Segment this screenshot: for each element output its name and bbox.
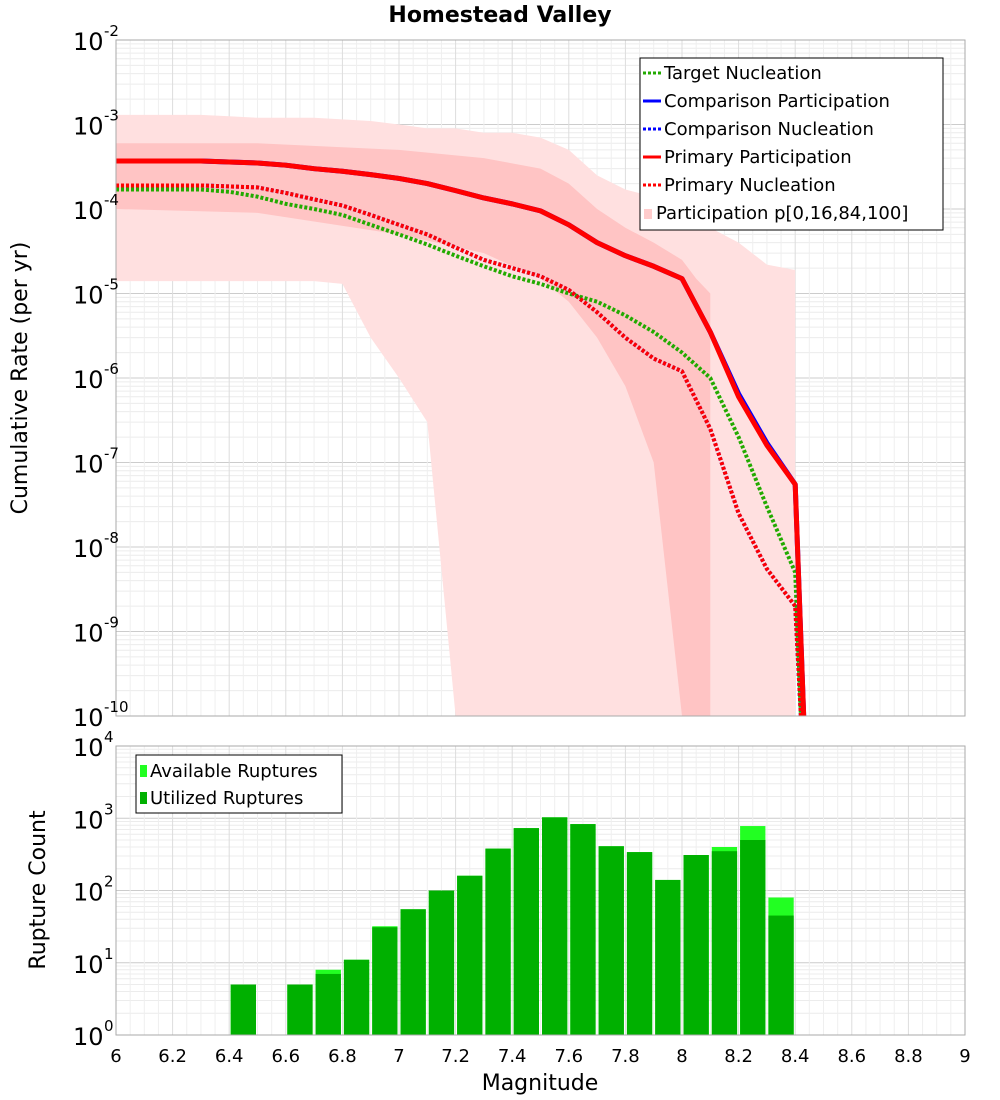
- legend-label: Utilized Ruptures: [150, 788, 303, 809]
- y-tick-exponent: -9: [104, 614, 119, 632]
- y-tick-exponent: 4: [104, 728, 114, 746]
- y-tick-exponent: -7: [104, 445, 119, 463]
- x-tick-label: 9: [959, 1046, 970, 1067]
- bar-utilized: [343, 959, 370, 1035]
- y-tick-exponent: 3: [104, 800, 114, 818]
- y-tick-label: 10: [73, 1023, 104, 1051]
- y-tick-label: 10: [73, 113, 104, 141]
- bottom-plot-frame: [115, 745, 966, 1036]
- bar-utilized: [513, 828, 539, 1035]
- bar-utilized: [711, 851, 738, 1035]
- bar-utilized: [626, 852, 653, 1035]
- bar-utilized: [457, 875, 483, 1035]
- x-tick-label: 6.6: [271, 1046, 300, 1067]
- x-tick-label: 7.4: [498, 1046, 527, 1067]
- bar-utilized: [372, 927, 398, 1035]
- y-tick-exponent: -4: [104, 191, 119, 209]
- x-tick-label: 6.8: [328, 1046, 357, 1067]
- y-tick-label: 10: [73, 535, 104, 563]
- y-tick-exponent: -10: [104, 698, 129, 716]
- legend-label: Comparison Nucleation: [664, 119, 874, 140]
- x-tick-label: 7.6: [554, 1046, 583, 1067]
- y-tick-label: 10: [73, 451, 104, 479]
- x-tick-label: 7.2: [441, 1046, 470, 1067]
- x-axis-label: Magnitude: [482, 1071, 599, 1096]
- y-tick-label: 10: [73, 197, 104, 225]
- y-tick-exponent: -3: [104, 107, 119, 125]
- legend-label: Primary Participation: [664, 147, 852, 168]
- top-y-ticks: 10-210-310-410-510-610-710-810-910-10: [73, 22, 129, 732]
- bottom-legend: Available Ruptures Utilized Ruptures: [135, 754, 343, 814]
- bar-utilized: [570, 824, 596, 1035]
- bottom-bars: [115, 745, 966, 1036]
- bar-utilized: [485, 848, 511, 1035]
- x-tick-label: 8.4: [781, 1046, 810, 1067]
- x-tick-label: 8.6: [837, 1046, 866, 1067]
- top-legend: Target Nucleation Comparison Participatio…: [639, 57, 944, 231]
- x-tick-label: 8.8: [894, 1046, 923, 1067]
- bar-utilized: [655, 879, 681, 1035]
- bar-utilized: [428, 890, 455, 1035]
- bottom-x-ticks: 6 6.2 6.4 6.6 6.8 7 7.2 7.4 7.6 7.8 8 8.2 8.4 8.6 8.8 9: [110, 1046, 970, 1067]
- top-legend-box: [639, 57, 944, 231]
- series-line-primary-participation: [116, 158, 807, 717]
- bar-utilized: [287, 984, 313, 1035]
- x-tick-label: 8.2: [724, 1046, 753, 1067]
- bar-utilized: [315, 973, 341, 1035]
- legend-swatch-bar: [140, 792, 147, 804]
- bar-utilized: [768, 915, 794, 1035]
- bar-utilized: [598, 846, 624, 1035]
- x-tick-label: 6: [110, 1046, 121, 1067]
- y-tick-label: 10: [73, 704, 104, 732]
- legend-label: Target Nucleation: [663, 63, 822, 84]
- y-tick-label: 10: [73, 806, 104, 834]
- legend-label: Available Ruptures: [150, 761, 318, 782]
- legend-swatch-bar: [140, 765, 147, 777]
- y-tick-exponent: 1: [104, 945, 114, 963]
- x-tick-label: 6.4: [215, 1046, 244, 1067]
- y-tick-label: 10: [73, 366, 104, 394]
- y-tick-label: 10: [73, 951, 104, 979]
- x-tick-label: 6.2: [158, 1046, 187, 1067]
- y-tick-exponent: -5: [104, 276, 119, 294]
- y-tick-exponent: -8: [104, 529, 119, 547]
- legend-label: Primary Nucleation: [664, 175, 836, 196]
- x-tick-label: 7: [393, 1046, 404, 1067]
- top-y-axis-label: Cumulative Rate (per yr): [8, 242, 33, 515]
- y-tick-label: 10: [73, 282, 104, 310]
- legend-swatch-band: [644, 209, 652, 219]
- bar-utilized: [683, 854, 709, 1035]
- y-tick-label: 10: [73, 879, 104, 907]
- bar-utilized: [230, 984, 256, 1035]
- x-tick-label: 7.8: [611, 1046, 640, 1067]
- x-tick-label: 8: [676, 1046, 687, 1067]
- y-tick-label: 10: [73, 620, 104, 648]
- y-tick-label: 10: [73, 28, 104, 56]
- y-tick-exponent: 2: [104, 873, 114, 891]
- bar-utilized: [400, 909, 426, 1035]
- top-plot-frame: [115, 39, 966, 717]
- legend-label: Participation p[0,16,84,100]: [656, 203, 908, 224]
- bottom-legend-box: [135, 754, 343, 814]
- bar-utilized: [542, 817, 568, 1035]
- y-tick-exponent: 0: [104, 1017, 114, 1035]
- chart-title: Homestead Valley: [388, 3, 611, 28]
- top-series: [115, 39, 966, 717]
- y-tick-exponent: -2: [104, 22, 119, 40]
- bottom-y-axis-label: Rupture Count: [26, 810, 51, 970]
- legend-label: Comparison Participation: [664, 91, 890, 112]
- y-tick-label: 10: [73, 734, 104, 762]
- bar-utilized: [740, 839, 766, 1035]
- series-line-primary-nucleation: [116, 183, 803, 717]
- y-tick-exponent: -6: [104, 360, 119, 378]
